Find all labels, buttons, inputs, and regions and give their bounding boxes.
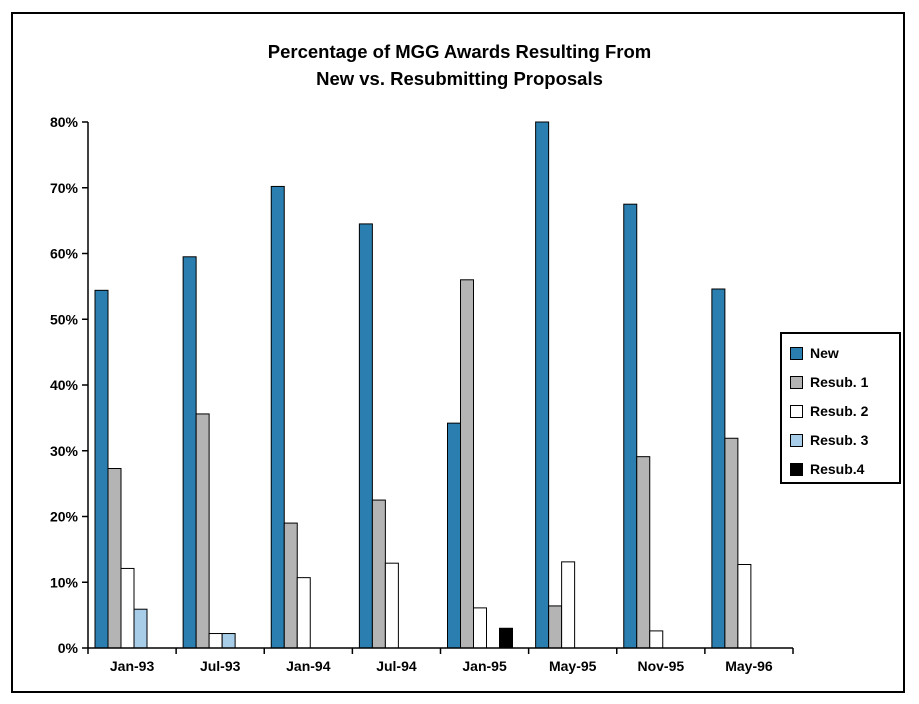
x-tick-label: Jul-93 (200, 658, 241, 674)
chart-legend: New Resub. 1 Resub. 2 Resub. 3 Resub.4 (780, 332, 901, 484)
legend-item-resub-4: Resub.4 (790, 461, 864, 477)
y-tick-label: 40% (50, 377, 79, 393)
bar (649, 630, 664, 649)
bar (724, 437, 739, 649)
y-tick-label: 20% (50, 509, 79, 525)
bar (384, 562, 399, 649)
bar (208, 633, 223, 649)
y-tick-label: 80% (50, 114, 79, 130)
y-tick-label: 30% (50, 443, 79, 459)
legend-swatch (790, 346, 803, 360)
legend-item-resub-2: Resub. 2 (790, 403, 868, 419)
y-tick-label: 60% (50, 246, 79, 262)
y-tick-label: 0% (58, 640, 79, 656)
legend-swatch (790, 375, 803, 389)
chart-title: Percentage of MGG Awards Resulting From (267, 41, 652, 62)
legend-label: New (810, 345, 839, 361)
legend-label: Resub. 1 (810, 374, 869, 390)
bar (120, 567, 135, 649)
bar (548, 605, 563, 649)
bar (371, 499, 386, 649)
bar (447, 422, 461, 649)
bar (133, 608, 148, 649)
y-tick-label: 70% (50, 180, 79, 196)
bar (737, 563, 752, 649)
x-tick-label: Jan-94 (286, 658, 331, 674)
bar (460, 279, 474, 649)
legend-label: Resub. 3 (810, 432, 869, 448)
legend-swatch (790, 404, 803, 418)
bar (94, 289, 109, 649)
y-tick-label: 10% (50, 574, 79, 590)
legend-item-resub-3: Resub. 3 (790, 432, 868, 448)
bar (636, 456, 651, 649)
x-tick-label: Jan-95 (462, 658, 507, 674)
y-tick-label: 50% (50, 311, 79, 327)
x-tick-label: Jul-94 (376, 658, 417, 674)
bar (107, 468, 122, 649)
bar (358, 223, 373, 649)
bar (535, 121, 550, 649)
legend-label: Resub. 2 (810, 403, 869, 419)
legend-swatch (790, 433, 803, 447)
legend-item-new: New (790, 345, 839, 361)
x-tick-label: May-95 (549, 658, 597, 674)
bar (195, 413, 210, 649)
bar (711, 288, 726, 649)
bar (499, 627, 513, 649)
x-tick-label: May-96 (725, 658, 773, 674)
legend-swatch (790, 462, 803, 476)
bar (561, 561, 576, 649)
bar (221, 633, 236, 649)
bar (623, 203, 638, 649)
bar (283, 522, 298, 649)
bar (182, 256, 197, 649)
legend-item-resub-1: Resub. 1 (790, 374, 868, 390)
x-tick-label: Nov-95 (637, 658, 684, 674)
bar (270, 185, 285, 649)
bar (473, 607, 487, 649)
bar (296, 577, 311, 649)
legend-label: Resub.4 (810, 461, 865, 477)
x-tick-label: Jan-93 (110, 658, 155, 674)
chart-subtitle: New vs. Resubmitting Proposals (316, 68, 603, 89)
